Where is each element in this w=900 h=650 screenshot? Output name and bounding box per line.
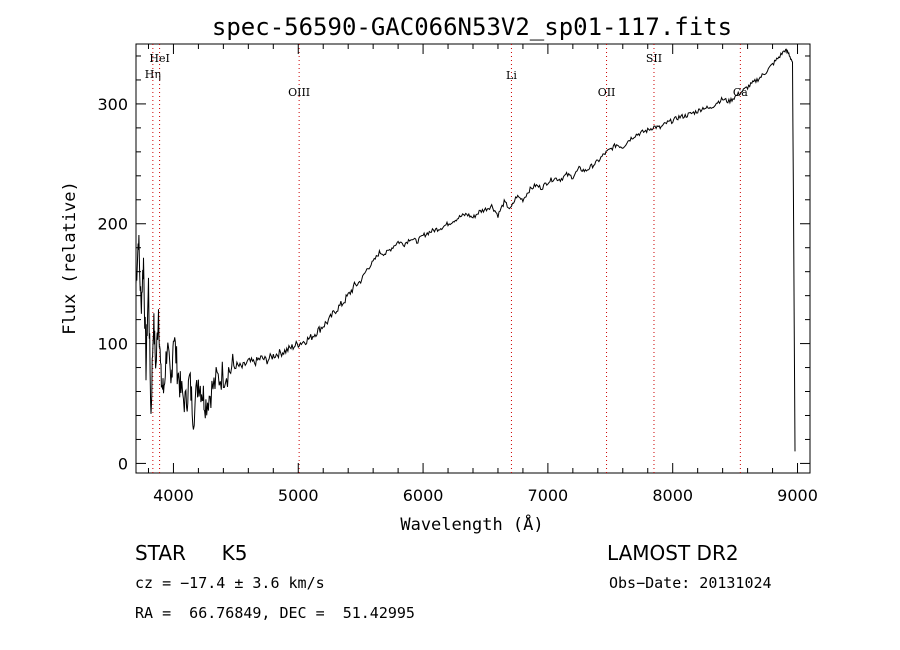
- x-tick-label-5: 9000: [777, 486, 818, 505]
- axis-ticks: 4000 5000 6000 7000 8000 9000 0 100 200 300: [97, 44, 818, 505]
- survey-name: LAMOST DR2: [607, 541, 739, 565]
- x-tick-label-1: 5000: [278, 486, 319, 505]
- redshift-cz: cz = −17.4 ± 3.6 km/s: [135, 574, 325, 592]
- x-axis-label: Wavelength (Å): [400, 513, 543, 535]
- info-class: STAR K5: [135, 541, 247, 565]
- line-label-4: OII: [598, 86, 616, 99]
- chart-title: spec-56590-GAC066N53V2_sp01-117.fits: [212, 13, 732, 41]
- obs-date: Obs−Date: 20131024: [609, 574, 772, 592]
- line-label-1: Hη: [145, 68, 161, 81]
- object-subclass: K5: [221, 541, 248, 565]
- x-tick-label-0: 4000: [153, 486, 194, 505]
- object-class: STAR: [135, 541, 186, 565]
- line-label-5: SII: [646, 52, 662, 65]
- y-tick-label-1: 100: [97, 335, 128, 354]
- x-tick-label-3: 7000: [528, 486, 569, 505]
- y-axis-label: Flux (relative): [60, 181, 80, 335]
- spectrum-line: [135, 48, 796, 452]
- line-label-3: Li: [506, 69, 517, 82]
- x-tick-label-4: 8000: [652, 486, 693, 505]
- line-label-2: OIII: [288, 86, 310, 99]
- x-tick-label-2: 6000: [403, 486, 444, 505]
- y-tick-label-0: 0: [118, 454, 128, 473]
- line-label-0: HeI: [149, 52, 169, 65]
- ra-dec: RA = 66.76849, DEC = 51.42995: [135, 604, 415, 622]
- y-tick-label-2: 200: [97, 215, 128, 234]
- y-tick-label-3: 300: [97, 95, 128, 114]
